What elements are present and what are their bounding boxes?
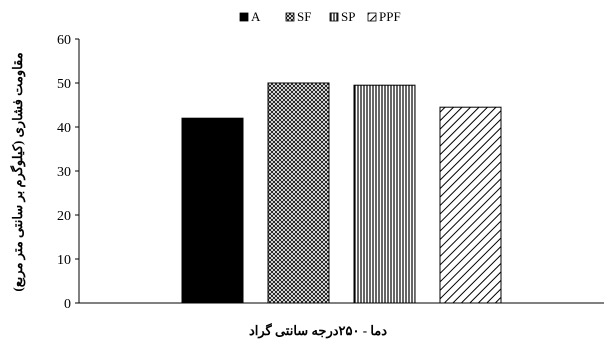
x-axis-title: دما - ۲۵۰درجه سانتی گراد bbox=[249, 322, 387, 339]
legend-label-sp: SP bbox=[341, 9, 355, 24]
legend: A SF SP PPF bbox=[239, 9, 401, 24]
legend-swatch-sf bbox=[285, 12, 295, 22]
y-tick-label: 20 bbox=[57, 209, 71, 224]
bar-sf bbox=[267, 82, 330, 304]
bar-a bbox=[181, 117, 244, 304]
y-tick-label: 60 bbox=[57, 33, 71, 48]
legend-swatch-ppf bbox=[367, 12, 377, 22]
legend-label-a: A bbox=[251, 9, 261, 24]
y-axis-title: مقاومت فشاری (کیلوگرم بر سانتی متر مربع) bbox=[9, 52, 26, 291]
y-tick-label: 40 bbox=[57, 121, 71, 136]
y-tick-label: 10 bbox=[57, 253, 71, 268]
y-tick-label: 50 bbox=[57, 77, 71, 92]
legend-swatch-a bbox=[239, 12, 249, 22]
legend-swatch-sp bbox=[329, 12, 339, 22]
bar-sp bbox=[353, 84, 416, 304]
bar-ppf bbox=[439, 106, 502, 304]
y-tick-label: 0 bbox=[64, 297, 71, 312]
y-tick-label: 30 bbox=[57, 165, 71, 180]
legend-label-ppf: PPF bbox=[379, 9, 401, 24]
legend-label-sf: SF bbox=[297, 9, 311, 24]
y-axis: 0 10 20 30 40 50 60 bbox=[57, 33, 79, 312]
bars bbox=[181, 82, 502, 304]
